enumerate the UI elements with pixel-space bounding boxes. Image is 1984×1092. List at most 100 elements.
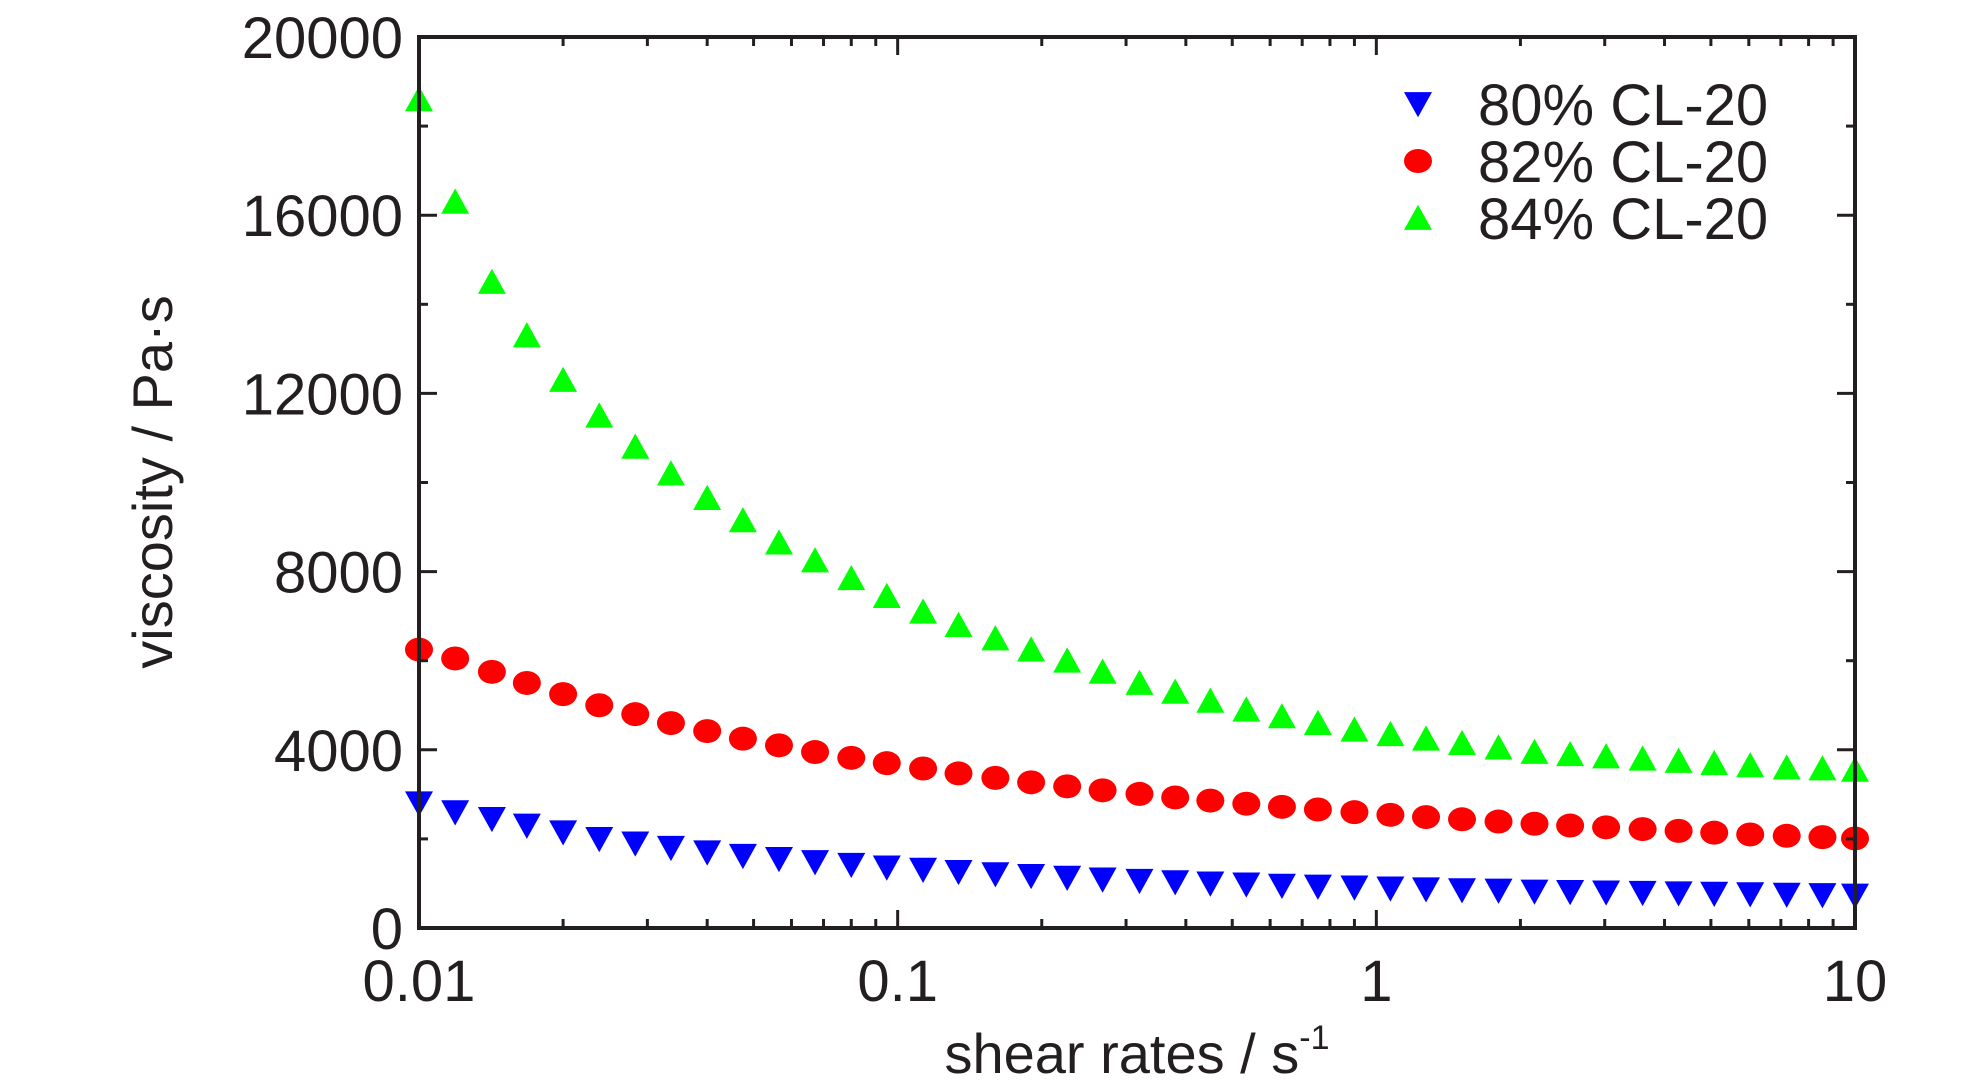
data-point bbox=[1303, 709, 1332, 735]
y-axis-title: viscosity / Pa·s bbox=[121, 295, 184, 668]
data-point bbox=[1808, 755, 1837, 781]
data-point bbox=[549, 820, 578, 846]
data-point bbox=[1664, 881, 1693, 907]
data-point bbox=[1772, 754, 1801, 780]
series-triangle-up bbox=[405, 86, 1869, 782]
data-point bbox=[1267, 794, 1296, 819]
data-point bbox=[837, 564, 866, 591]
data-point bbox=[1161, 785, 1190, 810]
data-point bbox=[1125, 669, 1154, 695]
data-point bbox=[693, 719, 722, 744]
data-point bbox=[585, 402, 614, 428]
data-point bbox=[1520, 738, 1549, 764]
data-point bbox=[1088, 658, 1117, 684]
data-point bbox=[477, 268, 506, 294]
data-point bbox=[944, 611, 973, 637]
legend-marker bbox=[1404, 149, 1432, 173]
series-triangle-down bbox=[405, 791, 1869, 909]
data-point bbox=[693, 840, 722, 866]
data-point bbox=[1556, 813, 1585, 838]
data-point bbox=[656, 711, 685, 736]
y-tick-label: 12000 bbox=[242, 362, 403, 427]
data-point bbox=[1448, 878, 1477, 904]
data-point bbox=[693, 484, 722, 510]
data-point bbox=[1017, 636, 1046, 662]
data-point bbox=[585, 827, 614, 853]
data-point bbox=[1303, 797, 1332, 822]
data-point bbox=[1340, 716, 1369, 742]
data-point bbox=[764, 847, 793, 873]
data-point bbox=[801, 740, 830, 765]
data-point bbox=[1700, 820, 1729, 845]
data-point bbox=[1303, 874, 1332, 900]
data-point bbox=[944, 859, 973, 886]
data-point bbox=[1484, 809, 1513, 834]
data-point bbox=[1232, 872, 1261, 898]
y-tick-label: 4000 bbox=[274, 719, 403, 784]
legend-label: 80% CL-20 bbox=[1478, 73, 1768, 138]
legend-label: 82% CL-20 bbox=[1478, 130, 1768, 195]
data-point bbox=[512, 322, 541, 348]
series-circle bbox=[405, 637, 1869, 851]
data-point bbox=[1340, 875, 1369, 901]
data-point bbox=[1267, 873, 1296, 899]
data-point bbox=[909, 598, 938, 624]
data-point bbox=[981, 625, 1010, 651]
x-axis-title: shear rates / s-1 bbox=[944, 1019, 1329, 1085]
data-point bbox=[728, 507, 757, 533]
data-point bbox=[1376, 802, 1405, 827]
data-point bbox=[1700, 881, 1729, 907]
x-tick-label: 0.1 bbox=[857, 949, 938, 1014]
y-tick-label: 0 bbox=[371, 897, 403, 962]
data-point bbox=[981, 765, 1010, 790]
data-point bbox=[512, 813, 541, 839]
data-point bbox=[837, 852, 866, 879]
data-point bbox=[1772, 823, 1801, 848]
data-point bbox=[1592, 880, 1621, 906]
x-tick-label: 1 bbox=[1360, 949, 1392, 1014]
data-point bbox=[1520, 879, 1549, 905]
x-tick-label: 10 bbox=[1823, 949, 1888, 1014]
data-point bbox=[1161, 870, 1190, 896]
data-point bbox=[1412, 877, 1441, 903]
data-point bbox=[1484, 734, 1513, 760]
data-point bbox=[1053, 865, 1082, 891]
data-point bbox=[1125, 781, 1154, 806]
data-point bbox=[1376, 720, 1405, 747]
data-point bbox=[1664, 747, 1693, 773]
data-point bbox=[1412, 805, 1441, 830]
data-point bbox=[872, 582, 901, 609]
data-point bbox=[764, 733, 793, 758]
data-point bbox=[441, 646, 470, 671]
data-point bbox=[1376, 876, 1405, 902]
data-point bbox=[621, 831, 650, 857]
data-point bbox=[549, 682, 578, 707]
data-point bbox=[909, 756, 938, 781]
data-point bbox=[1664, 818, 1693, 843]
data-point bbox=[801, 547, 830, 573]
data-point bbox=[1196, 871, 1225, 897]
x-axis-title-superscript: -1 bbox=[1299, 1019, 1329, 1057]
data-point bbox=[1088, 778, 1117, 803]
data-point bbox=[585, 693, 614, 718]
data-point bbox=[441, 188, 470, 214]
data-point bbox=[1088, 867, 1117, 893]
data-point bbox=[441, 800, 470, 826]
data-point bbox=[728, 843, 757, 870]
data-markers bbox=[405, 86, 1869, 909]
data-point bbox=[1628, 817, 1657, 842]
data-point bbox=[1448, 807, 1477, 832]
data-point bbox=[477, 806, 506, 833]
data-point bbox=[981, 862, 1010, 888]
data-point bbox=[1125, 868, 1154, 895]
x-axis-title-text: shear rates / s bbox=[944, 1022, 1299, 1085]
data-point bbox=[621, 433, 650, 459]
data-point bbox=[1448, 729, 1477, 756]
data-point bbox=[477, 659, 506, 684]
data-point bbox=[1628, 745, 1657, 771]
data-point bbox=[1556, 880, 1585, 906]
data-point bbox=[1017, 770, 1046, 795]
data-point bbox=[1736, 822, 1765, 847]
